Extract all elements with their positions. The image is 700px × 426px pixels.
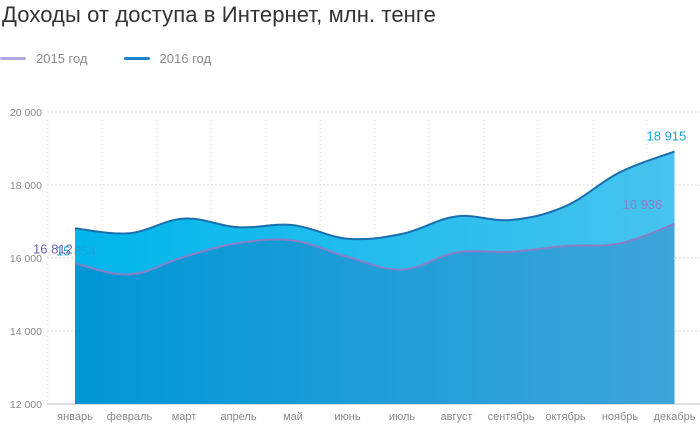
- area-series-2015-год: [75, 223, 675, 404]
- line-series-2015-год: [74, 222, 675, 276]
- label-layer: январь февраль март апрель май июнь июль август…: [33, 129, 696, 423]
- x-tick-label: март: [172, 411, 197, 423]
- x-tick-label: август: [441, 411, 473, 423]
- data-label: 16 936: [623, 197, 663, 212]
- x-tick-label: январь: [57, 411, 93, 423]
- y-tick-label: 16 000: [10, 253, 42, 265]
- y-tick-label: 12 000: [10, 399, 42, 411]
- data-label: 16 812: [33, 241, 73, 256]
- x-tick-label: декабрь: [654, 411, 696, 423]
- x-tick-label: февраль: [107, 411, 153, 423]
- x-tick-label: июль: [389, 411, 416, 423]
- chart-legend: 2015 год 2016 год: [0, 48, 247, 68]
- x-tick-label: июнь: [334, 411, 360, 423]
- x-tick-label: октябрь: [545, 411, 585, 423]
- legend-swatch-2016: [123, 56, 150, 60]
- y-tick-label: 14 000: [10, 326, 42, 338]
- line-layer: [74, 150, 675, 276]
- x-tick-label: ноябрь: [602, 411, 639, 423]
- x-tick-label: май: [283, 411, 303, 423]
- data-label: 18 915: [647, 129, 687, 144]
- legend-label-2016: 2016 год: [159, 50, 212, 66]
- legend-item-2016[interactable]: 2016 год: [123, 50, 212, 66]
- x-tick-label: сентябрь: [488, 411, 535, 423]
- x-tick-label: апрель: [220, 411, 256, 423]
- legend-swatch-2015: [0, 56, 26, 60]
- y-tick-label: 20 000: [10, 107, 42, 119]
- area-layer: [75, 151, 675, 404]
- legend-label-2015: 2015 год: [36, 50, 88, 66]
- chart-title: Доходы от доступа в Интернет, млн. тенге: [2, 2, 436, 27]
- data-label: 15 854: [56, 243, 96, 258]
- legend-item-2015[interactable]: 2015 год: [0, 51, 88, 66]
- y-tick-label: 18 000: [10, 180, 42, 192]
- line-series-2016-год: [74, 150, 675, 241]
